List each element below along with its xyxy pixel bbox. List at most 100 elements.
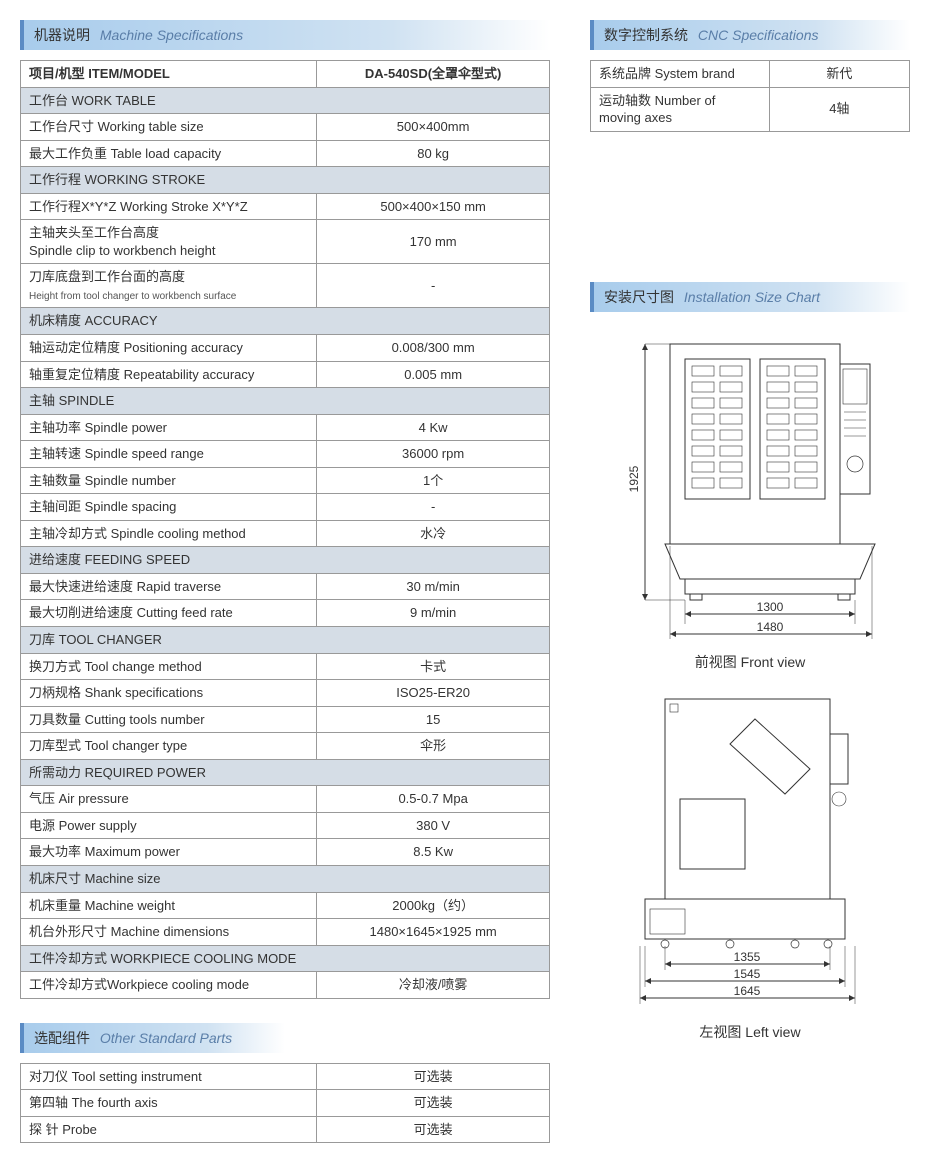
spec-label: 最大切削进给速度 Cutting feed rate bbox=[21, 600, 317, 627]
spec-label: 工件冷却方式Workpiece cooling mode bbox=[21, 972, 317, 999]
table-row: 刀库底盘到工作台面的高度Height from tool changer to … bbox=[21, 264, 550, 308]
spec-label: 主轴数量 Spindle number bbox=[21, 467, 317, 494]
col-header-item: 项目/机型 ITEM/MODEL bbox=[21, 61, 317, 88]
spec-label: 最大工作负重 Table load capacity bbox=[21, 140, 317, 167]
section-row: 所需动力 REQUIRED POWER bbox=[21, 759, 550, 786]
section-row: 工件冷却方式 WORKPIECE COOLING MODE bbox=[21, 945, 550, 972]
svg-text:1480: 1480 bbox=[757, 620, 784, 634]
spec-label: 主轴功率 Spindle power bbox=[21, 414, 317, 441]
table-row: 主轴夹头至工作台高度Spindle clip to workbench heig… bbox=[21, 220, 550, 264]
section-row: 工作台 WORK TABLE bbox=[21, 87, 550, 114]
machine-spec-table: 项目/机型 ITEM/MODEL DA-540SD(全罩伞型式) 工作台 WOR… bbox=[20, 60, 550, 999]
table-row: 主轴间距 Spindle spacing- bbox=[21, 494, 550, 521]
table-row: 主轴冷却方式 Spindle cooling method水冷 bbox=[21, 520, 550, 547]
table-row: 最大功率 Maximum power8.5 Kw bbox=[21, 839, 550, 866]
machine-spec-header-zh: 机器说明 bbox=[34, 27, 90, 43]
section-row: 工作行程 WORKING STROKE bbox=[21, 167, 550, 194]
spec-value: 水冷 bbox=[317, 520, 550, 547]
spec-label: 主轴夹头至工作台高度Spindle clip to workbench heig… bbox=[21, 220, 317, 264]
cnc-spec-header-en: CNC Specifications bbox=[698, 27, 819, 43]
spec-label: 气压 Air pressure bbox=[21, 786, 317, 813]
spec-value: 冷却液/喷雾 bbox=[317, 972, 550, 999]
front-view-svg: 192513001480 bbox=[610, 324, 890, 644]
spec-label: 系统品牌 System brand bbox=[591, 61, 770, 88]
cnc-spec-header: 数字控制系统 CNC Specifications bbox=[590, 20, 910, 50]
spec-value: 0.5-0.7 Mpa bbox=[317, 786, 550, 813]
col-header-model: DA-540SD(全罩伞型式) bbox=[317, 61, 550, 88]
spec-label: 刀柄规格 Shank specifications bbox=[21, 680, 317, 707]
spec-value: 500×400mm bbox=[317, 114, 550, 141]
spec-value: 0.008/300 mm bbox=[317, 335, 550, 362]
section-title: 工件冷却方式 WORKPIECE COOLING MODE bbox=[21, 945, 550, 972]
svg-text:1645: 1645 bbox=[734, 984, 761, 998]
spec-value: 可选装 bbox=[317, 1090, 550, 1117]
table-row: 刀具数量 Cutting tools number15 bbox=[21, 706, 550, 733]
spec-value: 伞形 bbox=[317, 733, 550, 760]
table-row: 工作台尺寸 Working table size500×400mm bbox=[21, 114, 550, 141]
spec-label: 电源 Power supply bbox=[21, 812, 317, 839]
table-row: 系统品牌 System brand新代 bbox=[591, 61, 910, 88]
table-row: 工作行程X*Y*Z Working Stroke X*Y*Z500×400×15… bbox=[21, 193, 550, 220]
left-view-caption: 左视图 Left view bbox=[590, 1022, 910, 1042]
table-row: 机床重量 Machine weight2000kg（约） bbox=[21, 892, 550, 919]
other-parts-header-zh: 选配组件 bbox=[34, 1030, 90, 1046]
spec-value: 1个 bbox=[317, 467, 550, 494]
spec-label: 机床重量 Machine weight bbox=[21, 892, 317, 919]
spec-label: 主轴冷却方式 Spindle cooling method bbox=[21, 520, 317, 547]
table-row: 最大工作负重 Table load capacity80 kg bbox=[21, 140, 550, 167]
spec-label: 最大功率 Maximum power bbox=[21, 839, 317, 866]
section-row: 进给速度 FEEDING SPEED bbox=[21, 547, 550, 574]
spec-value: 8.5 Kw bbox=[317, 839, 550, 866]
table-row: 对刀仪 Tool setting instrument可选装 bbox=[21, 1063, 550, 1090]
spec-value: 9 m/min bbox=[317, 600, 550, 627]
table-row: 第四轴 The fourth axis可选装 bbox=[21, 1090, 550, 1117]
section-title: 机床尺寸 Machine size bbox=[21, 865, 550, 892]
spec-label: 探 针 Probe bbox=[21, 1116, 317, 1143]
spec-label: 换刀方式 Tool change method bbox=[21, 653, 317, 680]
spec-value: 380 V bbox=[317, 812, 550, 839]
spec-value: 30 m/min bbox=[317, 573, 550, 600]
svg-text:1925: 1925 bbox=[627, 465, 641, 492]
section-title: 主轴 SPINDLE bbox=[21, 388, 550, 415]
svg-text:1355: 1355 bbox=[734, 950, 761, 964]
spec-value: 4轴 bbox=[769, 87, 909, 131]
spec-label: 最大快速进给速度 Rapid traverse bbox=[21, 573, 317, 600]
section-row: 刀库 TOOL CHANGER bbox=[21, 627, 550, 654]
spec-value: 1480×1645×1925 mm bbox=[317, 919, 550, 946]
spec-label: 工作台尺寸 Working table size bbox=[21, 114, 317, 141]
table-row: 轴运动定位精度 Positioning accuracy0.008/300 mm bbox=[21, 335, 550, 362]
section-row: 主轴 SPINDLE bbox=[21, 388, 550, 415]
table-row: 最大切削进给速度 Cutting feed rate9 m/min bbox=[21, 600, 550, 627]
spec-value: 0.005 mm bbox=[317, 361, 550, 388]
spec-label: 运动轴数 Number of moving axes bbox=[591, 87, 770, 131]
spec-value: 2000kg（约） bbox=[317, 892, 550, 919]
front-view-diagram: 192513001480 前视图 Front view bbox=[590, 324, 910, 672]
spec-value: 可选装 bbox=[317, 1116, 550, 1143]
svg-text:1545: 1545 bbox=[734, 967, 761, 981]
front-view-caption: 前视图 Front view bbox=[590, 652, 910, 672]
spec-label: 对刀仪 Tool setting instrument bbox=[21, 1063, 317, 1090]
table-row: 机台外形尺寸 Machine dimensions1480×1645×1925 … bbox=[21, 919, 550, 946]
table-row: 刀柄规格 Shank specificationsISO25-ER20 bbox=[21, 680, 550, 707]
spec-label: 工作行程X*Y*Z Working Stroke X*Y*Z bbox=[21, 193, 317, 220]
other-parts-table: 对刀仪 Tool setting instrument可选装第四轴 The fo… bbox=[20, 1063, 550, 1144]
section-title: 刀库 TOOL CHANGER bbox=[21, 627, 550, 654]
spec-value: 170 mm bbox=[317, 220, 550, 264]
spec-value: 卡式 bbox=[317, 653, 550, 680]
install-chart-header-zh: 安装尺寸图 bbox=[604, 289, 674, 305]
spec-value: ISO25-ER20 bbox=[317, 680, 550, 707]
install-chart-header: 安装尺寸图 Installation Size Chart bbox=[590, 282, 910, 312]
table-row: 工件冷却方式Workpiece cooling mode冷却液/喷雾 bbox=[21, 972, 550, 999]
table-row: 刀库型式 Tool changer type伞形 bbox=[21, 733, 550, 760]
spec-label: 机台外形尺寸 Machine dimensions bbox=[21, 919, 317, 946]
section-title: 进给速度 FEEDING SPEED bbox=[21, 547, 550, 574]
section-title: 工作台 WORK TABLE bbox=[21, 87, 550, 114]
other-parts-header-en: Other Standard Parts bbox=[100, 1030, 232, 1046]
cnc-spec-table: 系统品牌 System brand新代运动轴数 Number of moving… bbox=[590, 60, 910, 132]
section-title: 工作行程 WORKING STROKE bbox=[21, 167, 550, 194]
machine-spec-header-en: Machine Specifications bbox=[100, 27, 243, 43]
spec-value: - bbox=[317, 264, 550, 308]
section-title: 所需动力 REQUIRED POWER bbox=[21, 759, 550, 786]
install-chart-header-en: Installation Size Chart bbox=[684, 289, 820, 305]
table-row: 轴重复定位精度 Repeatability accuracy0.005 mm bbox=[21, 361, 550, 388]
